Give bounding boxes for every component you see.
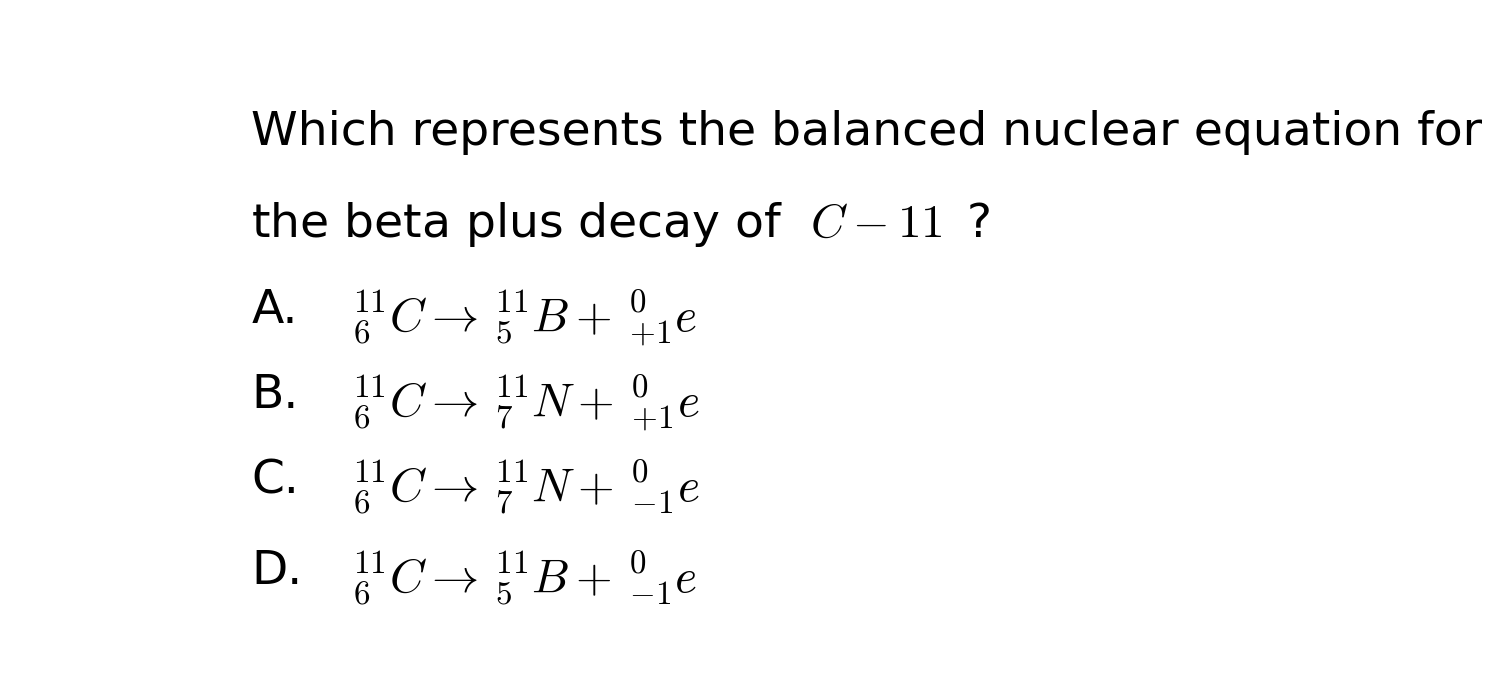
Text: A.: A. (252, 288, 298, 333)
Text: Which represents the balanced nuclear equation for: Which represents the balanced nuclear eq… (252, 110, 1482, 155)
Text: D.: D. (252, 549, 303, 594)
Text: B.: B. (252, 374, 298, 419)
Text: the beta plus decay of  $\mathit{C}-11\,$ ?: the beta plus decay of $\mathit{C}-11\,$… (252, 200, 990, 249)
Text: $\,^{11}_{6}\mathit{C} \rightarrow\,^{11}_{7}\mathit{N} +\,^{0}_{+1}\mathit{e}$: $\,^{11}_{6}\mathit{C} \rightarrow\,^{11… (345, 374, 700, 433)
Text: $\,^{11}_{6}\mathit{C} \rightarrow\,^{11}_{5}\mathit{B} +\,^{0}_{-1}\mathit{e}$: $\,^{11}_{6}\mathit{C} \rightarrow\,^{11… (345, 549, 698, 606)
Text: $\,^{11}_{6}\mathit{C} \rightarrow\,^{11}_{5}\mathit{B} +\,^{0}_{+1}\mathit{e}$: $\,^{11}_{6}\mathit{C} \rightarrow\,^{11… (345, 288, 698, 348)
Text: C.: C. (252, 459, 300, 504)
Text: $\,^{11}_{6}\mathit{C} \rightarrow\,^{11}_{7}\mathit{N} +\,^{0}_{-1}\mathit{e}$: $\,^{11}_{6}\mathit{C} \rightarrow\,^{11… (345, 459, 700, 516)
